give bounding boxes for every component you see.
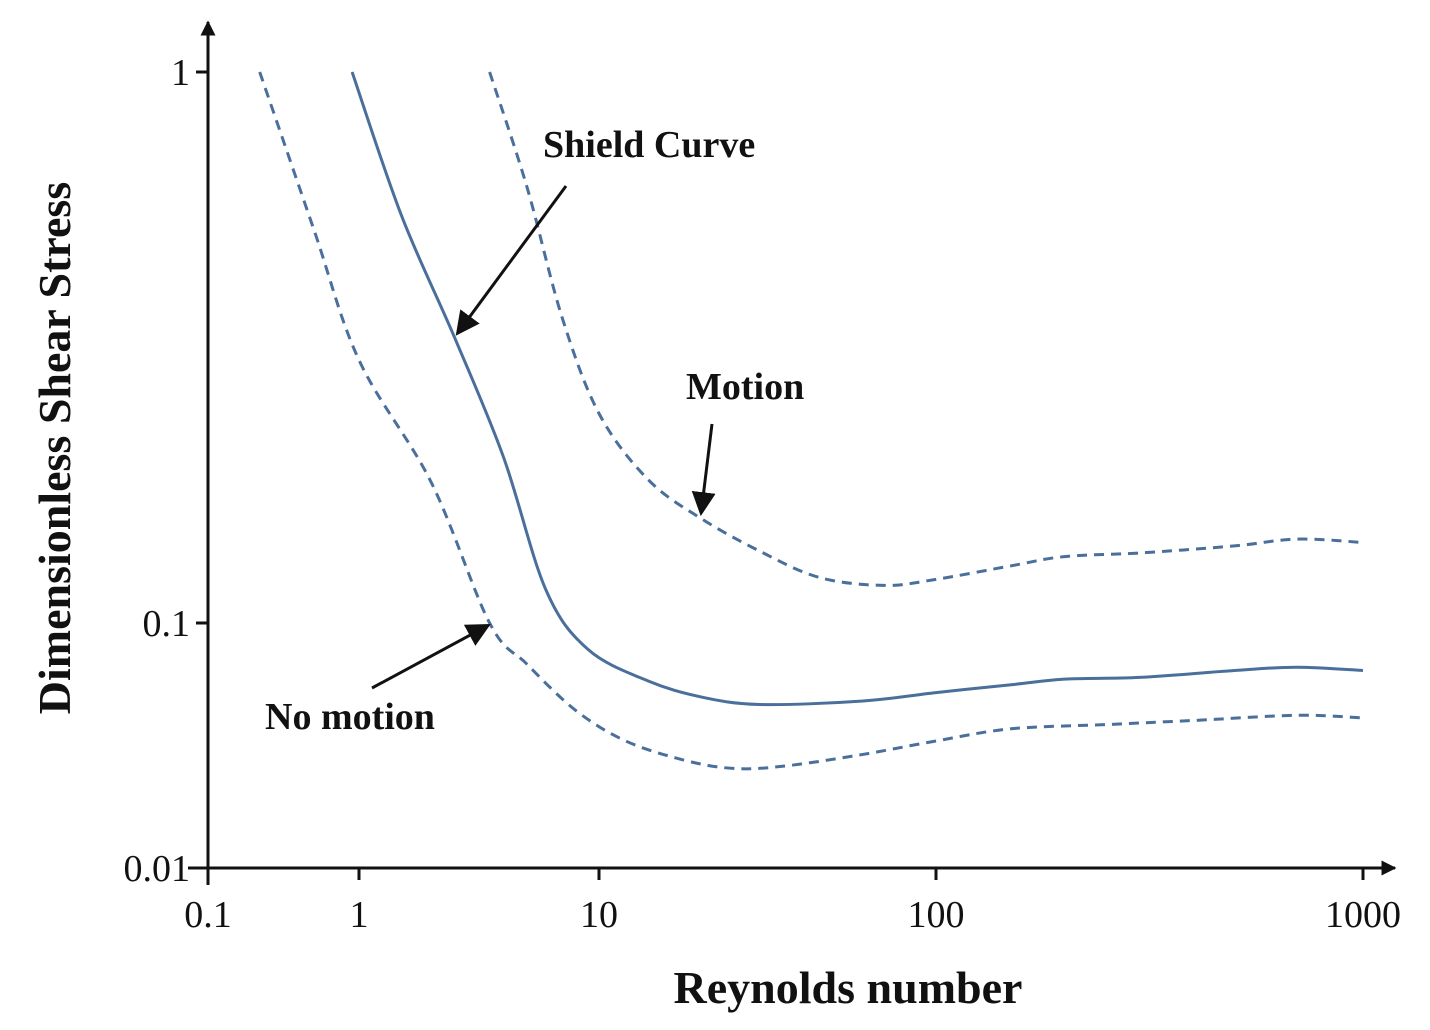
annotation-shield-curve-arrow: [455, 185, 568, 336]
series-shield-curve-line: [350, 71, 1364, 707]
annotation-motion-label: Motion: [686, 366, 804, 408]
y-tick-label: 1: [171, 52, 190, 94]
series-group: [258, 71, 1364, 771]
annotation-shield-curve: Shield Curve: [455, 124, 755, 336]
series-no-motion-line: [258, 71, 1364, 771]
x-ticks: 0.1 1 10 100 1000: [184, 868, 1401, 936]
x-tick-label: 1000: [1325, 894, 1401, 936]
x-axis-title: Reynolds number: [674, 962, 1023, 1013]
annotation-no-motion-arrow: [371, 623, 491, 690]
x-tick-label: 0.1: [184, 894, 232, 936]
series-motion-line: [488, 71, 1364, 587]
x-tick-label: 1: [350, 894, 369, 936]
y-tick-label: 0.1: [143, 603, 191, 645]
annotation-shield-curve-label: Shield Curve: [543, 124, 755, 166]
y-axis-title: Dimensionless Shear Stress: [29, 182, 80, 714]
y-ticks: 0.01 0.1 1: [124, 52, 208, 890]
y-tick-label: 0.01: [124, 848, 191, 890]
x-tick-label: 100: [908, 894, 965, 936]
x-tick-label: 10: [580, 894, 618, 936]
annotation-no-motion-label: No motion: [265, 696, 435, 738]
annotation-motion-arrow: [691, 423, 716, 517]
annotation-motion: Motion: [686, 366, 804, 517]
annotation-no-motion: No motion: [265, 623, 491, 738]
